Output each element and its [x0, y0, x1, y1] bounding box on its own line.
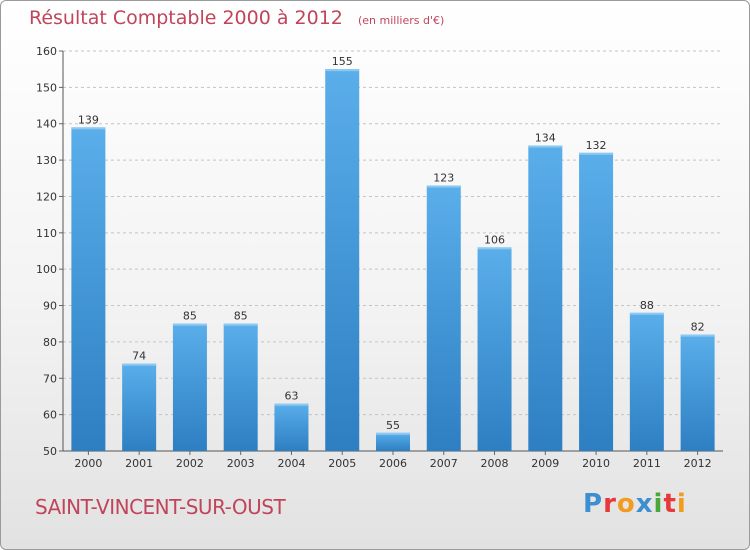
y-tick-label: 80	[43, 336, 57, 349]
bar-2009	[528, 145, 563, 451]
bar-highlight	[680, 334, 715, 337]
logo-letter: i	[676, 489, 687, 519]
y-tick-label: 70	[43, 372, 57, 385]
labels: 50 60 70 80 90 100 110 120 130 140 150 160 139 2000 74…	[36, 45, 712, 470]
bar-highlight	[325, 69, 360, 72]
x-tick-label: 2011	[633, 457, 661, 470]
bar-2008	[477, 247, 512, 451]
bar-2002	[172, 323, 207, 451]
bar-highlight	[477, 247, 512, 250]
bar-2006	[376, 432, 410, 451]
y-tick-label: 130	[36, 154, 57, 167]
logo-letter: t	[663, 489, 677, 519]
bar-2001	[122, 363, 157, 451]
y-tick-label: 160	[36, 45, 57, 58]
bar-2012	[680, 334, 715, 451]
town-name: SAINT-VINCENT-SUR-OUST	[35, 495, 286, 519]
x-tick-label: 2001	[125, 457, 153, 470]
y-tick-label: 50	[43, 445, 57, 458]
y-tick-label: 140	[36, 118, 57, 131]
bars	[71, 69, 715, 451]
y-tick-label: 120	[36, 190, 57, 203]
logo-letter: x	[635, 489, 654, 519]
bar-highlight	[274, 403, 309, 406]
x-tick-label: 2007	[430, 457, 458, 470]
x-tick-label: 2006	[379, 457, 407, 470]
x-tick-label: 2009	[531, 457, 559, 470]
bar-2007	[426, 185, 461, 451]
bar-highlight	[629, 312, 664, 315]
axes	[59, 50, 723, 455]
bar-highlight	[579, 152, 614, 155]
bar-value-label: 139	[78, 113, 99, 126]
x-tick-label: 2012	[684, 457, 712, 470]
bar-2004	[274, 403, 309, 451]
grid-lines	[63, 50, 723, 452]
x-tick-label: 2003	[227, 457, 255, 470]
y-tick-label: 150	[36, 81, 57, 94]
bar-value-label: 82	[691, 321, 705, 334]
chart-title-unit: (en milliers d'€)	[357, 14, 445, 27]
bar-value-label: 63	[284, 390, 298, 403]
bar-value-label: 55	[386, 419, 400, 432]
bar-highlight	[223, 323, 258, 326]
x-tick-label: 2008	[481, 457, 509, 470]
bar-2000	[71, 127, 106, 451]
bar-value-label: 155	[332, 55, 353, 68]
bar-2010	[579, 152, 614, 451]
bar-value-label: 88	[640, 299, 654, 312]
bar-value-label: 134	[535, 132, 556, 145]
bar-2003	[223, 323, 258, 451]
x-tick-label: 2002	[176, 457, 204, 470]
logo-letter: o	[616, 489, 636, 519]
x-tick-label: 2004	[277, 457, 305, 470]
bar-value-label: 85	[234, 310, 248, 323]
bar-highlight	[172, 323, 207, 326]
bar-value-label: 123	[433, 172, 454, 185]
bar-highlight	[71, 127, 106, 130]
bar-highlight	[122, 363, 157, 366]
bar-value-label: 74	[132, 350, 146, 363]
proxiti-logo[interactable]: Proxiti	[583, 489, 687, 519]
x-tick-label: 2000	[74, 457, 102, 470]
chart-title: Résultat Comptable 2000 à 2012 (en milli…	[29, 7, 444, 29]
bar-value-label: 106	[484, 233, 505, 246]
bar-2011	[629, 312, 664, 451]
bar-2005	[325, 69, 360, 451]
y-tick-label: 60	[43, 409, 57, 422]
bar-value-label: 85	[183, 310, 197, 323]
chart-title-main: Résultat Comptable 2000 à 2012	[29, 7, 343, 29]
bar-value-label: 132	[586, 139, 607, 152]
logo-letter: i	[653, 489, 664, 519]
bar-highlight	[426, 185, 461, 188]
bar-highlight	[376, 432, 410, 435]
logo-letter: P	[583, 489, 604, 519]
bar-highlight	[528, 145, 563, 148]
y-tick-label: 110	[36, 227, 57, 240]
y-tick-label: 90	[43, 300, 57, 313]
x-tick-label: 2005	[328, 457, 356, 470]
logo-letter: r	[603, 489, 617, 519]
y-tick-label: 100	[36, 263, 57, 276]
x-tick-label: 2010	[582, 457, 610, 470]
